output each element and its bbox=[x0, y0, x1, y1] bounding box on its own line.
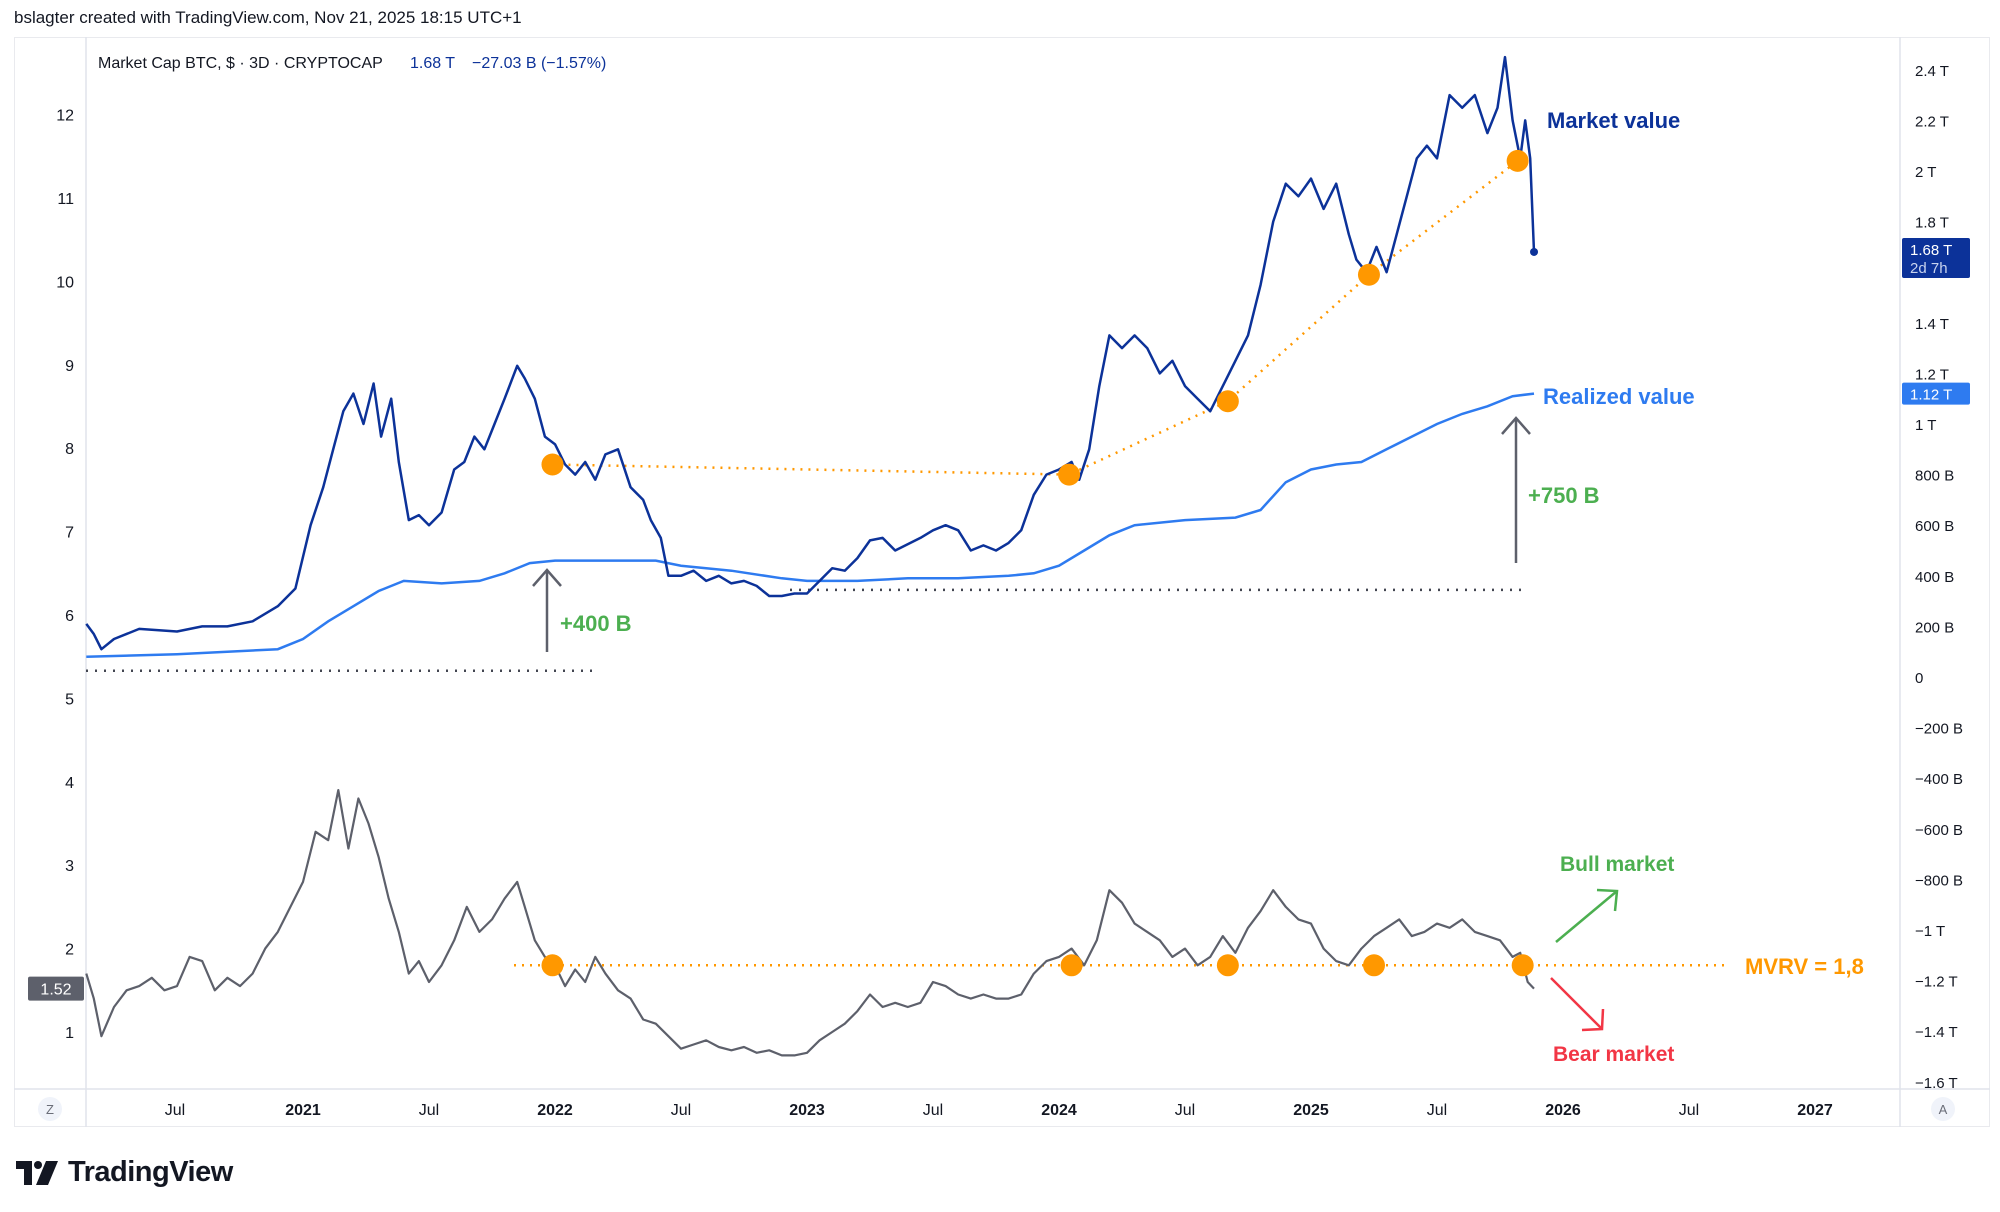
z-button-label: Z bbox=[46, 1102, 54, 1117]
tradingview-brand: TradingView bbox=[16, 1156, 233, 1189]
right-axis-tick-label: 200 B bbox=[1915, 619, 1954, 636]
label-plus-750b: +750 B bbox=[1528, 483, 1600, 508]
annotation-lines-layer bbox=[86, 159, 1725, 967]
market-cap-marker bbox=[541, 453, 564, 476]
time-axis-tick-label: 2023 bbox=[789, 1102, 825, 1119]
mvrv-marker bbox=[1060, 954, 1083, 977]
left-axis-tick-label: 9 bbox=[65, 358, 74, 375]
left-axis-tick-label: 7 bbox=[65, 525, 74, 542]
time-axis-tick-label: Jul bbox=[419, 1102, 439, 1119]
market-value-line bbox=[85, 55, 1536, 651]
market-cap-marker bbox=[1058, 463, 1081, 486]
market-cap-price-badge bbox=[1902, 237, 1970, 278]
left-axis-tick-label: 4 bbox=[65, 775, 74, 792]
market-value-last-point bbox=[1530, 247, 1539, 256]
arrow-bear bbox=[1550, 977, 1605, 1032]
right-axis-tick-label: 600 B bbox=[1915, 518, 1954, 535]
right-axis-tick-label: 2 T bbox=[1915, 164, 1936, 181]
market-cap-trend-dotted bbox=[552, 159, 1519, 476]
right-axis-tick-label: 400 B bbox=[1915, 569, 1954, 586]
right-axis-tick-label: 2.2 T bbox=[1915, 113, 1949, 130]
left-axis-tick-label: 11 bbox=[57, 191, 74, 208]
price-badges: 1.68 T2d 7h 1.12 T 1.52 bbox=[28, 237, 1970, 1001]
time-axis-tick-label: 2022 bbox=[537, 1102, 573, 1119]
a-button-label: A bbox=[1939, 1102, 1948, 1117]
market-cap-marker bbox=[1357, 263, 1380, 286]
auto-scale-button[interactable]: A bbox=[1931, 1097, 1955, 1121]
right-axis-tick-label: −1 T bbox=[1915, 923, 1945, 940]
arrow-bull bbox=[1555, 888, 1619, 943]
right-axis-tick-label: 1.8 T bbox=[1915, 215, 1949, 232]
mvrv-line bbox=[85, 789, 1535, 1057]
right-axis-tick-label: −1.2 T bbox=[1915, 974, 1958, 991]
tradingview-logo-icon bbox=[16, 1160, 58, 1185]
mvrv-price-badge bbox=[28, 976, 84, 1001]
right-axis-tick-label: 1.4 T bbox=[1915, 316, 1949, 333]
time-axis-tick-label: 2025 bbox=[1293, 1102, 1329, 1119]
arrow-750b bbox=[1501, 416, 1531, 563]
time-axis-tick-label: Jul bbox=[1427, 1102, 1447, 1119]
right-axis-tick-label: 1.2 T bbox=[1915, 366, 1949, 383]
time-axis-tick-label: Jul bbox=[1175, 1102, 1195, 1119]
mvrv-price-label: 1.52 bbox=[40, 982, 71, 999]
left-axis-tick-label: 10 bbox=[56, 274, 74, 291]
time-axis-tick-label: 2024 bbox=[1041, 1102, 1077, 1119]
series-layer bbox=[85, 55, 1539, 1057]
time-axis-tick-label: 2026 bbox=[1545, 1102, 1581, 1119]
realized-price-badge bbox=[1902, 382, 1970, 405]
market-cap-marker bbox=[1506, 149, 1529, 172]
chart-frame bbox=[14, 37, 1990, 1127]
market-cap-price-label: 1.68 T bbox=[1910, 242, 1952, 259]
legend-last: 1.68 T bbox=[410, 55, 455, 72]
right-axis-tick-label: −600 B bbox=[1915, 822, 1963, 839]
mvrv-marker bbox=[1363, 954, 1385, 977]
legend-change: −27.03 B (−1.57%) bbox=[472, 55, 606, 72]
chart-credit: bslagter created with TradingView.com, N… bbox=[14, 8, 522, 27]
market-cap-marker bbox=[1216, 390, 1239, 413]
left-axis-tick-label: 1 bbox=[65, 1025, 74, 1042]
label-mvrv-level: MVRV = 1,8 bbox=[1745, 954, 1864, 979]
realized-price-label: 1.12 T bbox=[1910, 387, 1952, 404]
mvrv-marker bbox=[1511, 954, 1534, 977]
legend-symbol: Market Cap BTC, $ · 3D · CRYPTOCAP bbox=[98, 55, 383, 72]
left-axis-tick-label: 8 bbox=[65, 441, 74, 458]
left-axis-tick-label: 12 bbox=[56, 108, 74, 125]
right-axis-tick-label: −800 B bbox=[1915, 872, 1963, 889]
left-axis-tick-label: 6 bbox=[65, 608, 74, 625]
right-axis-tick-label: −400 B bbox=[1915, 771, 1963, 788]
right-axis-tick-label: 1 T bbox=[1915, 417, 1936, 434]
right-axis-tick-label: −200 B bbox=[1915, 721, 1963, 738]
log-toggle-button[interactable]: Z bbox=[38, 1097, 62, 1121]
time-axis-tick-label: Jul bbox=[923, 1102, 943, 1119]
mvrv-marker bbox=[1216, 954, 1239, 977]
countdown-label: 2d 7h bbox=[1910, 260, 1948, 277]
left-axis-tick-label: 2 bbox=[65, 942, 74, 959]
time-axis-tick-label: 2027 bbox=[1797, 1102, 1833, 1119]
label-bull-market: Bull market bbox=[1560, 853, 1674, 876]
right-axis-tick-label: −1.4 T bbox=[1915, 1024, 1958, 1041]
mvrv-marker bbox=[541, 954, 564, 977]
right-axis-tick-label: 800 B bbox=[1915, 468, 1954, 485]
right-axis-tick-label: 0 bbox=[1915, 670, 1923, 687]
markers-layer bbox=[541, 149, 1534, 977]
arrow-400b bbox=[532, 568, 562, 652]
label-market-value: Market value bbox=[1547, 108, 1680, 133]
tradingview-wordmark: TradingView bbox=[68, 1156, 233, 1188]
time-axis-tick-label: Jul bbox=[165, 1102, 185, 1119]
right-axis-tick-label: 2.4 T bbox=[1915, 63, 1949, 80]
left-axis-tick-label: 3 bbox=[65, 858, 74, 875]
label-plus-400b: +400 B bbox=[560, 611, 632, 636]
left-axis-tick-label: 5 bbox=[65, 691, 74, 708]
label-bear-market: Bear market bbox=[1553, 1043, 1674, 1066]
time-axis-tick-label: Jul bbox=[1679, 1102, 1699, 1119]
label-realized-value: Realized value bbox=[1543, 384, 1695, 409]
time-axis-tick-label: 2021 bbox=[285, 1102, 321, 1119]
axes-layer: 2.4 T 2.2 T 2 T 1.8 T 1.4 T 1.2 T 1 T 800 B 600 … bbox=[56, 63, 1963, 1119]
time-axis-tick-label: Jul bbox=[671, 1102, 691, 1119]
right-axis-tick-label: −1.6 T bbox=[1915, 1075, 1958, 1092]
realized-value-line bbox=[86, 392, 1535, 659]
